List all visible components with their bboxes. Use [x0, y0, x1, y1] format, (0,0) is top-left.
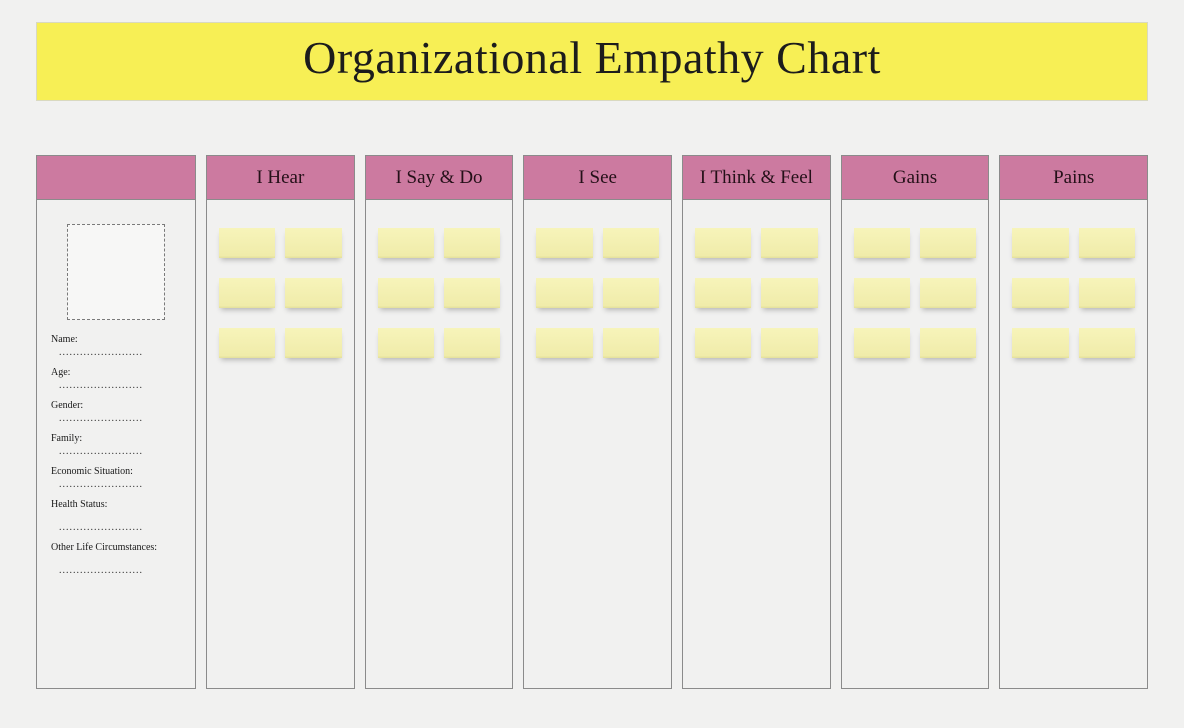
profile-field-label: Economic Situation:	[51, 466, 185, 477]
category-body	[366, 200, 513, 688]
profile-field-input-line[interactable]: ........................	[59, 522, 185, 532]
sticky-grid	[852, 224, 979, 362]
category-header: I Say & Do	[366, 156, 513, 200]
category-body	[524, 200, 671, 688]
sticky-grid	[534, 224, 661, 362]
profile-body: Name:........................ Age:.......…	[37, 200, 195, 688]
category-column: Gains	[841, 155, 990, 689]
sticky-note[interactable]	[1012, 278, 1068, 308]
sticky-note[interactable]	[285, 228, 341, 258]
profile-column: Name:........................ Age:.......…	[36, 155, 196, 689]
category-header: I Hear	[207, 156, 354, 200]
category-header: I See	[524, 156, 671, 200]
sticky-note[interactable]	[920, 328, 976, 358]
sticky-note[interactable]	[603, 328, 659, 358]
profile-field-label: Health Status:	[51, 499, 185, 510]
category-column: I Hear	[206, 155, 355, 689]
sticky-note[interactable]	[920, 278, 976, 308]
profile-header-blank	[37, 156, 195, 200]
sticky-note[interactable]	[761, 278, 817, 308]
profile-photo-placeholder[interactable]	[67, 224, 165, 320]
sticky-note[interactable]	[695, 228, 751, 258]
sticky-note[interactable]	[285, 328, 341, 358]
sticky-note[interactable]	[378, 278, 434, 308]
sticky-note[interactable]	[444, 328, 500, 358]
category-column: I See	[523, 155, 672, 689]
sticky-note[interactable]	[1012, 328, 1068, 358]
sticky-note[interactable]	[854, 328, 910, 358]
sticky-grid	[376, 224, 503, 362]
profile-field-input-line[interactable]: ........................	[59, 479, 185, 489]
category-header: Pains	[1000, 156, 1147, 200]
sticky-note[interactable]	[219, 228, 275, 258]
sticky-note[interactable]	[444, 228, 500, 258]
profile-field-input-line[interactable]: ........................	[59, 446, 185, 456]
profile-field-input-line[interactable]: ........................	[59, 347, 185, 357]
page-title: Organizational Empathy Chart	[37, 31, 1147, 84]
category-header: Gains	[842, 156, 989, 200]
empathy-board: Name:........................ Age:.......…	[36, 155, 1148, 689]
sticky-note[interactable]	[1079, 328, 1135, 358]
sticky-note[interactable]	[603, 228, 659, 258]
sticky-note[interactable]	[1079, 278, 1135, 308]
profile-field-label: Gender:	[51, 400, 185, 411]
profile-field-label: Name:	[51, 334, 185, 345]
sticky-note[interactable]	[285, 278, 341, 308]
sticky-note[interactable]	[761, 328, 817, 358]
category-column: Pains	[999, 155, 1148, 689]
sticky-note[interactable]	[536, 278, 592, 308]
profile-field-label: Other Life Circumstances:	[51, 542, 185, 553]
profile-field-input-line[interactable]: ........................	[59, 565, 185, 575]
sticky-note[interactable]	[378, 328, 434, 358]
sticky-note[interactable]	[219, 278, 275, 308]
profile-field-input-line[interactable]: ........................	[59, 380, 185, 390]
sticky-grid	[217, 224, 344, 362]
title-banner: Organizational Empathy Chart	[36, 22, 1148, 101]
category-body	[683, 200, 830, 688]
sticky-note[interactable]	[1012, 228, 1068, 258]
category-header: I Think & Feel	[683, 156, 830, 200]
sticky-note[interactable]	[695, 278, 751, 308]
sticky-note[interactable]	[1079, 228, 1135, 258]
sticky-note[interactable]	[603, 278, 659, 308]
profile-field-label: Age:	[51, 367, 185, 378]
sticky-note[interactable]	[444, 278, 500, 308]
category-column: I Think & Feel	[682, 155, 831, 689]
sticky-note[interactable]	[219, 328, 275, 358]
category-body	[207, 200, 354, 688]
sticky-note[interactable]	[854, 278, 910, 308]
sticky-note[interactable]	[854, 228, 910, 258]
category-column: I Say & Do	[365, 155, 514, 689]
sticky-note[interactable]	[536, 228, 592, 258]
profile-field-input-line[interactable]: ........................	[59, 413, 185, 423]
profile-field-label: Family:	[51, 433, 185, 444]
sticky-note[interactable]	[920, 228, 976, 258]
sticky-grid	[693, 224, 820, 362]
category-body	[842, 200, 989, 688]
sticky-note[interactable]	[695, 328, 751, 358]
sticky-note[interactable]	[761, 228, 817, 258]
category-body	[1000, 200, 1147, 688]
sticky-note[interactable]	[378, 228, 434, 258]
sticky-grid	[1010, 224, 1137, 362]
sticky-note[interactable]	[536, 328, 592, 358]
